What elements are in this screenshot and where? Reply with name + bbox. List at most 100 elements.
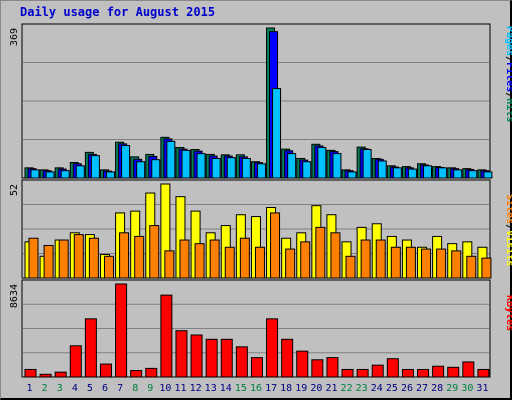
bar-kbytes-day-11 — [175, 330, 188, 378]
legend: Pages/Files/Hits — [504, 26, 512, 122]
legend-item: Visits — [504, 230, 512, 266]
bar-pages-day-11 — [181, 149, 191, 179]
bar-kbytes-day-16 — [250, 357, 263, 378]
legend-item: / — [504, 224, 512, 230]
bar-pages-day-14 — [226, 157, 236, 179]
bar-sites-day-13 — [209, 239, 220, 279]
bar-sites-day-8 — [134, 235, 145, 279]
bar-sites-day-18 — [285, 248, 296, 279]
bar-kbytes-day-20 — [311, 359, 324, 378]
day-label-5: 5 — [87, 383, 93, 394]
day-label-18: 18 — [280, 383, 292, 394]
day-label-14: 14 — [220, 383, 232, 394]
bar-sites-day-10 — [164, 250, 175, 279]
bar-sites-day-16 — [254, 246, 265, 279]
bar-sites-day-23 — [360, 239, 371, 279]
legend-item: KBytes — [504, 295, 512, 331]
legend: Sites/Visits — [504, 194, 512, 266]
bar-sites-day-17 — [270, 212, 281, 279]
bar-sites-day-19 — [300, 241, 311, 279]
bar-pages-day-4 — [75, 165, 85, 179]
bar-kbytes-day-2 — [39, 373, 52, 378]
bar-sites-day-14 — [224, 246, 235, 279]
bar-kbytes-day-27 — [417, 368, 430, 378]
bar-pages-day-16 — [256, 163, 266, 179]
day-label-11: 11 — [174, 383, 186, 394]
day-label-29: 29 — [446, 383, 458, 394]
bar-pages-day-9 — [151, 159, 161, 179]
bar-pages-day-28 — [438, 167, 448, 179]
bar-pages-day-22 — [347, 171, 357, 179]
bar-pages-day-29 — [453, 169, 463, 179]
day-label-19: 19 — [295, 383, 307, 394]
bar-kbytes-day-13 — [205, 338, 218, 378]
bar-kbytes-day-1 — [24, 368, 37, 378]
bar-sites-day-2 — [43, 244, 54, 279]
bar-kbytes-day-6 — [99, 363, 112, 378]
bar-kbytes-day-24 — [371, 364, 384, 378]
day-label-24: 24 — [371, 383, 383, 394]
day-label-23: 23 — [356, 383, 368, 394]
bar-pages-day-3 — [60, 170, 70, 179]
bar-kbytes-day-9 — [145, 367, 158, 378]
bar-pages-day-27 — [423, 165, 433, 179]
bar-kbytes-day-18 — [281, 338, 294, 378]
bar-pages-day-30 — [468, 170, 478, 179]
day-label-26: 26 — [401, 383, 413, 394]
bar-kbytes-day-29 — [447, 366, 460, 378]
bar-sites-day-4 — [73, 234, 84, 279]
bar-sites-day-22 — [345, 255, 356, 279]
bar-pages-day-21 — [332, 153, 342, 179]
day-label-1: 1 — [27, 383, 33, 394]
ymax-label: 8634 — [9, 284, 20, 308]
bar-sites-day-9 — [149, 225, 160, 279]
day-label-3: 3 — [57, 383, 63, 394]
bar-kbytes-day-19 — [296, 350, 309, 378]
bar-kbytes-day-28 — [432, 365, 445, 378]
bar-pages-day-26 — [407, 168, 417, 179]
bar-sites-day-25 — [390, 246, 401, 279]
bar-pages-day-5 — [90, 155, 100, 179]
day-label-2: 2 — [42, 383, 48, 394]
bar-sites-day-20 — [315, 226, 326, 279]
day-label-12: 12 — [190, 383, 202, 394]
bar-sites-day-28 — [436, 248, 447, 279]
bar-sites-day-12 — [194, 243, 205, 279]
bar-pages-day-19 — [302, 161, 312, 179]
day-label-15: 15 — [235, 383, 247, 394]
bar-pages-day-7 — [121, 144, 131, 179]
bar-pages-day-6 — [105, 171, 115, 179]
day-label-13: 13 — [205, 383, 217, 394]
bar-pages-day-24 — [377, 160, 387, 179]
day-label-30: 30 — [461, 383, 473, 394]
bar-pages-day-25 — [392, 167, 402, 179]
day-label-9: 9 — [147, 383, 153, 394]
bar-kbytes-day-31 — [477, 368, 490, 378]
bar-kbytes-day-26 — [401, 368, 414, 378]
bar-kbytes-day-23 — [356, 368, 369, 378]
ymax-label: 369 — [9, 28, 20, 46]
bar-pages-day-20 — [317, 147, 327, 179]
bar-pages-day-1 — [30, 169, 40, 179]
bar-pages-day-12 — [196, 153, 206, 179]
legend: KBytes — [504, 295, 512, 331]
bar-sites-day-27 — [421, 248, 432, 279]
bar-sites-day-1 — [28, 237, 39, 279]
day-label-16: 16 — [250, 383, 262, 394]
bar-pages-day-13 — [211, 157, 221, 179]
day-label-31: 31 — [476, 383, 488, 394]
bar-kbytes-day-30 — [462, 361, 475, 378]
legend-item: Pages — [504, 26, 512, 56]
day-label-4: 4 — [72, 383, 78, 394]
bar-sites-day-15 — [239, 237, 250, 279]
bar-kbytes-day-15 — [235, 346, 248, 378]
day-label-17: 17 — [265, 383, 277, 394]
bar-kbytes-day-25 — [386, 358, 399, 378]
day-label-8: 8 — [132, 383, 138, 394]
bar-sites-day-29 — [451, 250, 462, 279]
bar-pages-day-31 — [483, 171, 493, 179]
ymax-label: 52 — [9, 184, 20, 196]
day-label-28: 28 — [431, 383, 443, 394]
legend-item: Files — [504, 62, 512, 92]
